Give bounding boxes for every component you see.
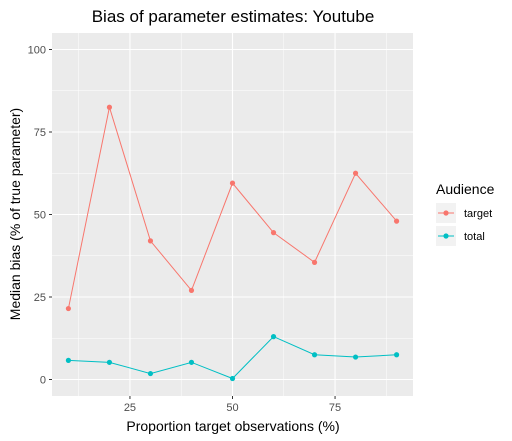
data-point-target [229,180,236,186]
data-point-total [188,359,195,365]
data-point-target [147,238,154,244]
y-tick-label: 75 [34,127,46,139]
y-tick-label: 50 [34,210,46,222]
series-target [65,104,400,312]
chart-title: Bias of parameter estimates: Youtube [92,7,375,26]
data-point-total [147,370,154,377]
data-point-target [65,305,72,312]
data-point-total [352,354,359,360]
legend-item-total: total [436,226,485,246]
data-point-total [106,359,113,365]
data-point-total [229,375,236,382]
legend: Audience target total [436,181,495,246]
series-total [65,334,400,382]
axis-ticks: 25 50 75 0 25 50 75 100 [28,45,342,415]
legend-key-point [443,233,449,239]
data-point-total [270,334,277,340]
y-tick-label: 0 [40,375,46,387]
legend-label: target [464,208,492,220]
y-axis-title: Median bias (% of true parameter) [7,108,23,320]
legend-key-point [443,210,449,216]
y-tick-label: 25 [34,292,46,304]
x-tick-label: 25 [124,402,136,414]
data-point-target [311,259,318,265]
data-point-total [65,357,72,363]
x-axis-title: Proportion target observations (%) [126,418,339,434]
data-point-total [393,352,400,358]
x-tick-label: 75 [329,402,341,414]
legend-label: total [464,231,485,243]
plot-panel [52,33,413,396]
data-point-target [106,104,113,110]
data-point-total [311,352,318,358]
data-point-target [352,170,359,176]
legend-item-target: target [436,203,492,223]
x-tick-label: 50 [226,402,238,414]
data-point-target [188,287,195,293]
data-point-target [393,218,400,224]
y-tick-label: 100 [28,45,46,57]
data-point-target [270,230,277,236]
legend-title: Audience [436,181,495,197]
